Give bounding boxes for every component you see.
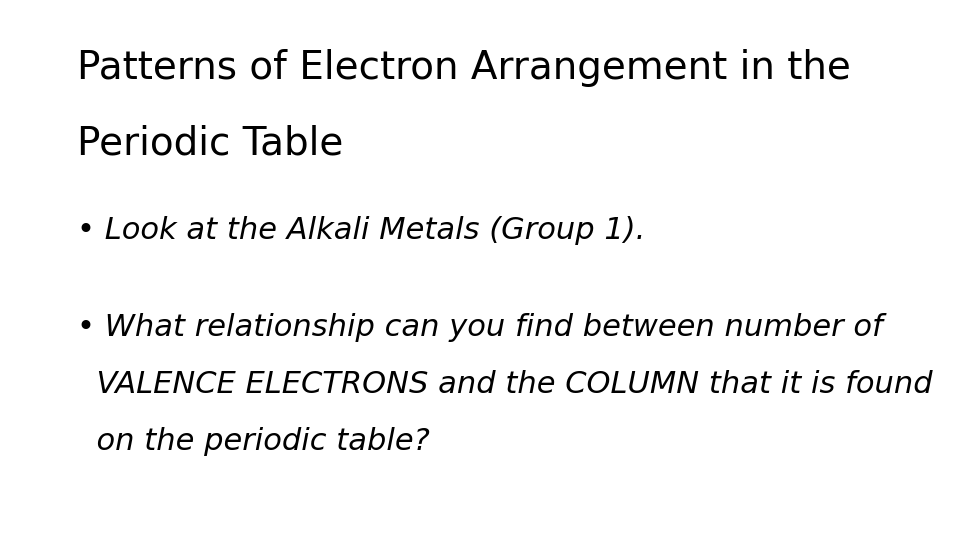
Text: on the periodic table?: on the periodic table? xyxy=(77,427,430,456)
Text: Periodic Table: Periodic Table xyxy=(77,124,343,162)
Text: • Look at the Alkali Metals (Group 1).: • Look at the Alkali Metals (Group 1). xyxy=(77,216,645,245)
Text: • What relationship can you find between number of: • What relationship can you find between… xyxy=(77,313,882,342)
Text: VALENCE ELECTRONS and the COLUMN that it is found: VALENCE ELECTRONS and the COLUMN that it… xyxy=(77,370,932,399)
Text: Patterns of Electron Arrangement in the: Patterns of Electron Arrangement in the xyxy=(77,49,851,86)
